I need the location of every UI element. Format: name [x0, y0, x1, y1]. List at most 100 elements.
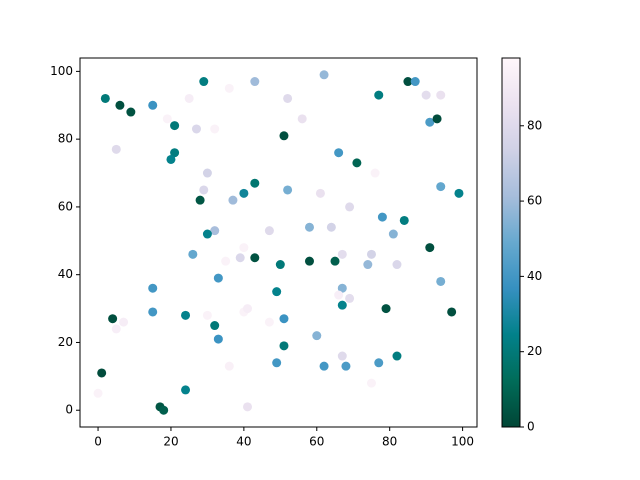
- point: [213, 334, 223, 344]
- point: [250, 77, 260, 87]
- point: [210, 226, 220, 236]
- colorbar-tick-label: 0: [527, 420, 535, 434]
- point: [224, 361, 234, 371]
- point: [228, 195, 238, 205]
- plot-frame: [79, 57, 478, 428]
- point: [210, 321, 220, 331]
- point: [93, 388, 103, 398]
- point: [148, 283, 158, 293]
- point: [119, 317, 129, 327]
- point: [447, 307, 457, 317]
- point: [326, 222, 336, 232]
- point: [388, 229, 398, 239]
- point: [202, 310, 212, 320]
- point: [264, 226, 274, 236]
- point: [279, 314, 289, 324]
- point: [199, 185, 209, 195]
- point: [283, 93, 293, 103]
- point: [243, 402, 253, 412]
- colorbar-tick-label: 40: [527, 269, 542, 283]
- point: [243, 304, 253, 314]
- point: [421, 90, 431, 100]
- point: [377, 212, 387, 222]
- point: [181, 385, 191, 395]
- point: [374, 90, 384, 100]
- x-tick-label: 40: [236, 435, 251, 449]
- point: [239, 243, 249, 253]
- point: [352, 158, 362, 168]
- point: [210, 124, 220, 134]
- colorbar-tick-label: 60: [527, 194, 542, 208]
- colorbar: [501, 57, 521, 428]
- y-tick-label: 0: [65, 403, 73, 417]
- point: [202, 229, 212, 239]
- point: [166, 154, 176, 164]
- point: [162, 114, 172, 124]
- point: [275, 260, 285, 270]
- point: [115, 100, 125, 110]
- point: [304, 256, 314, 266]
- point: [436, 276, 446, 286]
- point: [279, 341, 289, 351]
- point: [188, 249, 198, 259]
- point: [337, 351, 347, 361]
- point: [436, 90, 446, 100]
- x-tick-label: 20: [163, 435, 178, 449]
- point: [381, 304, 391, 314]
- point: [366, 378, 376, 388]
- point: [97, 368, 107, 378]
- point: [410, 77, 420, 87]
- x-tick-label: 80: [382, 435, 397, 449]
- point: [100, 93, 110, 103]
- point: [159, 405, 169, 415]
- point: [199, 77, 209, 87]
- point: [337, 249, 347, 259]
- point: [148, 100, 158, 110]
- point: [272, 358, 282, 368]
- point: [250, 178, 260, 188]
- point: [370, 168, 380, 178]
- x-tick-label: 0: [94, 435, 102, 449]
- point: [250, 253, 260, 263]
- point: [345, 293, 355, 303]
- point: [283, 185, 293, 195]
- point: [111, 144, 121, 154]
- point: [337, 300, 347, 310]
- point: [454, 188, 464, 198]
- point: [334, 290, 344, 300]
- point: [224, 83, 234, 93]
- y-tick-label: 100: [50, 64, 73, 78]
- point: [319, 70, 329, 80]
- colorbar-tick-label: 80: [527, 118, 542, 132]
- point: [264, 317, 274, 327]
- point: [432, 114, 442, 124]
- point: [330, 256, 340, 266]
- point: [126, 107, 136, 117]
- x-tick-label: 100: [451, 435, 474, 449]
- point: [111, 324, 121, 334]
- point: [297, 114, 307, 124]
- point: [191, 124, 201, 134]
- point: [425, 117, 435, 127]
- point: [184, 93, 194, 103]
- point: [272, 287, 282, 297]
- point: [170, 121, 180, 131]
- point: [392, 351, 402, 361]
- point: [279, 131, 289, 141]
- point: [366, 249, 376, 259]
- point: [304, 222, 314, 232]
- y-tick-label: 80: [58, 132, 73, 146]
- point: [108, 314, 118, 324]
- point: [213, 273, 223, 283]
- point: [403, 77, 413, 87]
- y-tick-label: 20: [58, 335, 73, 349]
- point: [181, 310, 191, 320]
- x-tick-label: 60: [309, 435, 324, 449]
- point: [312, 331, 322, 341]
- point: [170, 148, 180, 158]
- point: [345, 202, 355, 212]
- point: [363, 260, 373, 270]
- y-tick-label: 60: [58, 199, 73, 213]
- point: [315, 188, 325, 198]
